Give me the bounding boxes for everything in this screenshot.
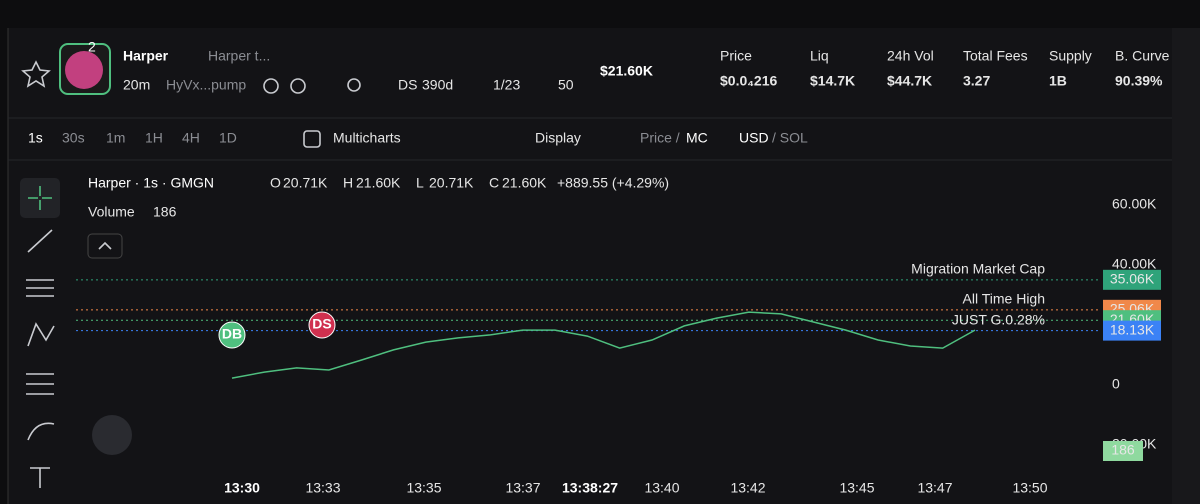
y-tick-label: 0 (1112, 376, 1120, 392)
ohlc-value: 20.71K (283, 175, 328, 191)
x-tick-label: 13:38:27 (562, 480, 618, 496)
price-line-label: JUST G.0.28% (952, 311, 1045, 327)
mc-toggle[interactable]: MC (686, 130, 708, 146)
holders: 1/23 (493, 77, 520, 93)
trend-tool[interactable] (27, 229, 53, 253)
age: 20m (123, 77, 150, 93)
volume-tag (1103, 441, 1143, 461)
stat-label: 24h Vol (887, 48, 934, 64)
chart-title: Harper · 1s · GMGN (88, 175, 214, 191)
ohlc-label: L (416, 175, 424, 191)
price-toggle[interactable]: Price / (640, 130, 680, 146)
interval[interactable]: 1H (145, 130, 163, 146)
collapse-icon (98, 241, 112, 250)
x-tick-label: 13:33 (305, 480, 340, 496)
panel (8, 28, 1172, 504)
marker (218, 321, 246, 349)
change: +889.55 (+4.29%) (557, 175, 669, 191)
ohlc-label: O (270, 175, 281, 191)
price-tag (1103, 269, 1161, 290)
x-tick-label: 13:47 (917, 480, 952, 496)
fib-tool[interactable] (26, 279, 54, 297)
x-tick-label: 13:37 (505, 480, 540, 496)
search-icon[interactable] (347, 78, 361, 92)
multicharts[interactable]: Multicharts (333, 130, 401, 146)
checkbox[interactable] (303, 130, 321, 148)
price-line-series (231, 311, 976, 379)
badge: 2 (88, 39, 96, 55)
stat-label: Liq (810, 48, 829, 64)
interval[interactable]: 1D (219, 130, 237, 146)
web-icon[interactable] (263, 78, 279, 94)
ohlc-label: C (489, 175, 499, 191)
ohlc-label: H (343, 175, 353, 191)
stat-label: B. Curve (1115, 48, 1170, 64)
avatar-image (65, 51, 103, 89)
token-name: Harper (123, 48, 169, 64)
marker-label: DS (312, 316, 331, 332)
x-tick-label: 13:35 (406, 480, 441, 496)
stat-label: Price (720, 48, 752, 64)
stat-value: 1B (1049, 73, 1067, 89)
display[interactable]: Display (535, 130, 581, 146)
social-icon[interactable] (290, 78, 306, 94)
crosshair-icon (28, 186, 52, 210)
price-line-label: Migration Market Cap (911, 261, 1045, 277)
stat-value: $0.0₄216 (720, 73, 777, 89)
star-icon[interactable] (21, 60, 51, 88)
stat-label: Total Fees (963, 48, 1028, 64)
y-tick-label: 40.00K (1112, 256, 1157, 272)
pattern-tool[interactable] (27, 322, 55, 347)
token-subtitle: Harper t... (208, 48, 270, 64)
price-tag (1103, 320, 1161, 341)
address[interactable]: HyVx...pump (166, 77, 246, 93)
interval[interactable]: 30s (62, 130, 85, 146)
stat-value: $44.7K (887, 73, 932, 89)
price-tag-label: 18.13K (1110, 321, 1155, 337)
ds-label: DS (398, 77, 417, 93)
stat-label: Supply (1049, 48, 1092, 64)
stat-value: $14.7K (810, 73, 855, 89)
interval[interactable]: 4H (182, 130, 200, 146)
volume-label: Volume (88, 204, 135, 220)
marker-label: DB (222, 326, 242, 342)
watchers: 50 (558, 77, 574, 93)
price-line-label: All Time High (963, 291, 1045, 307)
marker (308, 311, 336, 339)
volume-tag-label: 186 (1111, 442, 1135, 458)
x-tick-label: 13:30 (224, 480, 260, 496)
interval[interactable]: 1m (106, 130, 125, 146)
interval[interactable]: 1s (28, 130, 43, 146)
ohlc-value: 21.60K (356, 175, 401, 191)
sol-toggle[interactable]: / SOL (772, 130, 808, 146)
ds-age: 390d (422, 77, 453, 93)
ohlc-value: 21.60K (502, 175, 547, 191)
x-tick-label: 13:42 (730, 480, 765, 496)
crosshair-tool[interactable] (20, 178, 60, 218)
stat-value: 3.27 (963, 73, 990, 89)
stat-value: 90.39% (1115, 73, 1163, 89)
brush-tool[interactable] (27, 422, 55, 441)
y-tick-label: 60.00K (1112, 196, 1157, 212)
usd-toggle[interactable]: USD (739, 130, 769, 146)
x-tick-label: 13:40 (644, 480, 679, 496)
measure-tool[interactable] (26, 373, 54, 395)
side-panel (1172, 28, 1200, 504)
x-tick-label: 13:50 (1012, 480, 1047, 496)
volume-value: 186 (153, 204, 177, 220)
collapse-button[interactable] (87, 233, 123, 259)
market-cap: $21.60K (600, 63, 653, 79)
x-tick-label: 13:45 (839, 480, 874, 496)
text-tool[interactable] (30, 467, 50, 488)
price-tag-label: 35.06K (1110, 271, 1155, 287)
ohlc-value: 20.71K (429, 175, 474, 191)
tv-logo (92, 415, 132, 455)
